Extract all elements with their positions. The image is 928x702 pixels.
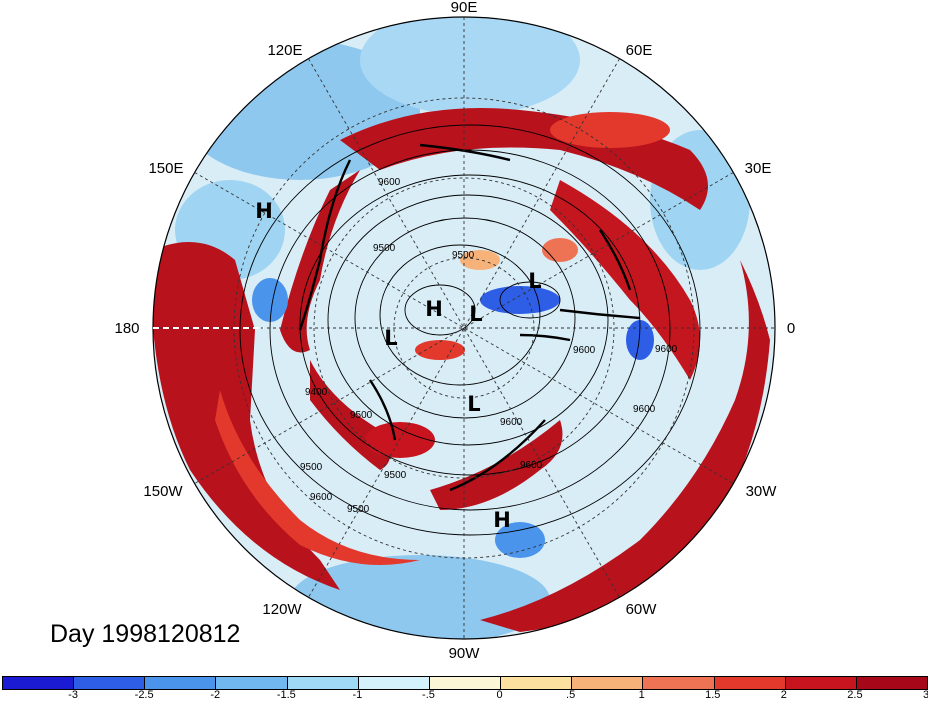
lon-label-150e: 150E [148,160,183,177]
contour-label: 9500 [384,470,407,481]
contour-label: 9400 [305,387,328,398]
pressure-centers: H H L L L L H L [255,199,541,532]
colorbar-swatch [3,677,75,689]
colorbar-swatch [785,677,857,689]
longitude-labels: 90E 60E 30E 0 30W 60W 90W 120W 150W 180 … [114,0,795,662]
colorbar-tick-label: 1 [638,689,645,701]
polar-map: 90E 60E 30E 0 30W 60W 90W 120W 150W 180 … [114,0,795,662]
colorbar-swatch [714,677,786,689]
contour-label: 9600 [573,345,596,356]
colorbar-tick-label: 2 [780,689,787,701]
contour-label: 9500 [452,250,475,261]
colorbar-tick-label: -1.5 [276,689,296,701]
colorbar-swatch [145,677,217,689]
lon-label-90e: 90E [451,0,478,16]
lon-label-0: 0 [787,320,795,337]
lon-label-120w: 120W [262,601,302,618]
colorbar-tick-label: -3 [68,689,78,701]
colorbar-swatch [429,677,502,689]
lon-label-90w: 90W [449,645,481,662]
colorbar-tick-label: 0 [496,689,503,701]
lon-label-60w: 60W [626,601,658,618]
contour-label: 9600 [655,344,678,355]
contour-label: 9600 [500,417,523,428]
low-center-label: L [469,302,482,326]
contour-label: 9600 [310,492,333,503]
lon-label-30w: 30W [746,483,778,500]
contour-label: 9500 [373,243,396,254]
contour-label: 9500 [300,462,323,473]
high-center-label: H [425,297,443,321]
lon-label-180: 180 [114,320,139,337]
contour-label: 9600 [378,177,401,188]
colorbar-tick-label: 2.5 [847,689,863,701]
colorbar-swatch [74,677,146,689]
low-center-label: L [384,329,397,353]
colorbar-tick-label: .5 [566,689,576,701]
colorbar-tick-label: -1 [352,689,363,701]
contour-labels: 9600 9500 9500 9600 9600 9600 9400 9500 … [300,177,678,515]
colorbar-swatch [572,677,644,689]
plot-title: Day 1998120812 [50,620,241,648]
low-center-label: L [528,269,541,293]
colorbar-tick-label: 1.5 [705,689,721,701]
colorbar-swatch [287,677,359,689]
lon-label-60e: 60E [626,42,653,59]
colorbar-swatches [2,676,928,690]
high-center-label: H [493,508,511,532]
lon-label-120e: 120E [267,42,302,59]
anomaly-field [153,17,775,639]
graticule [153,17,775,639]
contour-label: 9600 [633,404,656,415]
colorbar-tick-label: 3 [922,689,928,701]
colorbar-tick-label: -.5 [422,689,435,701]
colorbar-swatch [358,677,430,689]
contour-label: 9500 [347,504,370,515]
low-center-label: L [467,392,480,416]
low-center-label: L [384,326,397,350]
colorbar-swatch [856,677,928,689]
height-contours [239,124,701,536]
jet-contours [298,143,641,492]
colorbar-tick-label: -2 [210,689,221,701]
colorbar-swatch [501,677,573,689]
colorbar-tick-label: -2.5 [134,689,154,701]
colorbar-swatch [216,677,288,689]
contour-label: 9600 [520,460,543,471]
colorbar: -3 -2.5 -2 -1.5 -1 -.5 0 .5 1 1.5 2 2.5 3 [0,675,928,702]
lon-label-30e: 30E [745,160,772,177]
colorbar-swatch [643,677,715,689]
high-center-label: H [255,199,273,223]
lon-label-150w: 150W [143,483,183,500]
contour-label: 9500 [350,410,373,421]
